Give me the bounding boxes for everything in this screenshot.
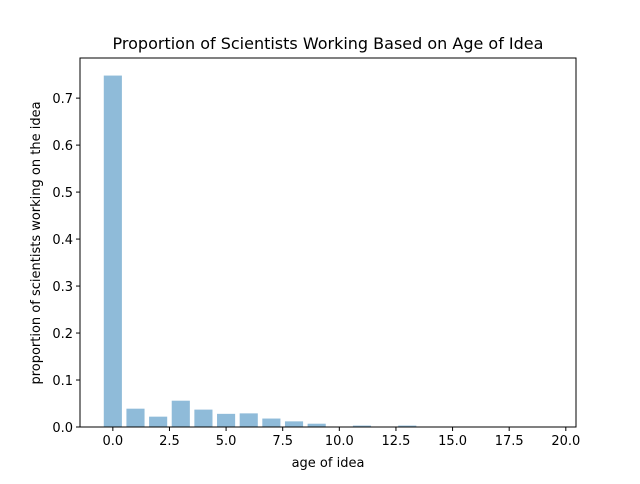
y-tick-label: 0.0: [52, 421, 73, 436]
bar-age-4: [194, 410, 212, 427]
chart-title: Proportion of Scientists Working Based o…: [113, 34, 544, 53]
x-axis-label: age of idea: [292, 456, 365, 471]
x-tick-label: 10.0: [325, 434, 354, 449]
axes-layer: 0.0 2.5 5.0 7.5 10.0 12.5 15.0 17.5 20.0 0.0 0.1 0.…: [52, 58, 580, 449]
bar-age-5: [217, 414, 235, 427]
bars-layer: [104, 76, 417, 427]
y-tick-label: 0.2: [52, 327, 73, 342]
y-tick-label: 0.5: [52, 186, 73, 201]
bar-age-6: [240, 413, 258, 427]
x-tick-label: 0.0: [102, 434, 123, 449]
bar-age-8: [285, 421, 303, 427]
bar-age-1: [126, 409, 144, 427]
y-axis-label: proportion of scientists working on the …: [29, 101, 44, 384]
bar-age-3: [172, 401, 190, 427]
y-tick-label: 0.7: [52, 92, 73, 107]
x-tick-label: 17.5: [495, 434, 524, 449]
y-tick-label: 0.6: [52, 139, 73, 154]
bar-age-7: [262, 419, 280, 427]
x-tick-label: 5.0: [216, 434, 237, 449]
bar-age-0: [104, 76, 122, 427]
y-tick-label: 0.4: [52, 233, 73, 248]
x-tick-label: 12.5: [381, 434, 410, 449]
x-tick-label: 20.0: [551, 434, 580, 449]
x-tick-label: 15.0: [438, 434, 467, 449]
x-tick-label: 7.5: [272, 434, 293, 449]
y-tick-label: 0.1: [52, 374, 73, 389]
plot-frame: [80, 58, 576, 427]
y-tick-label: 0.3: [52, 280, 73, 295]
x-tick-label: 2.5: [159, 434, 180, 449]
bar-age-2: [149, 417, 167, 427]
